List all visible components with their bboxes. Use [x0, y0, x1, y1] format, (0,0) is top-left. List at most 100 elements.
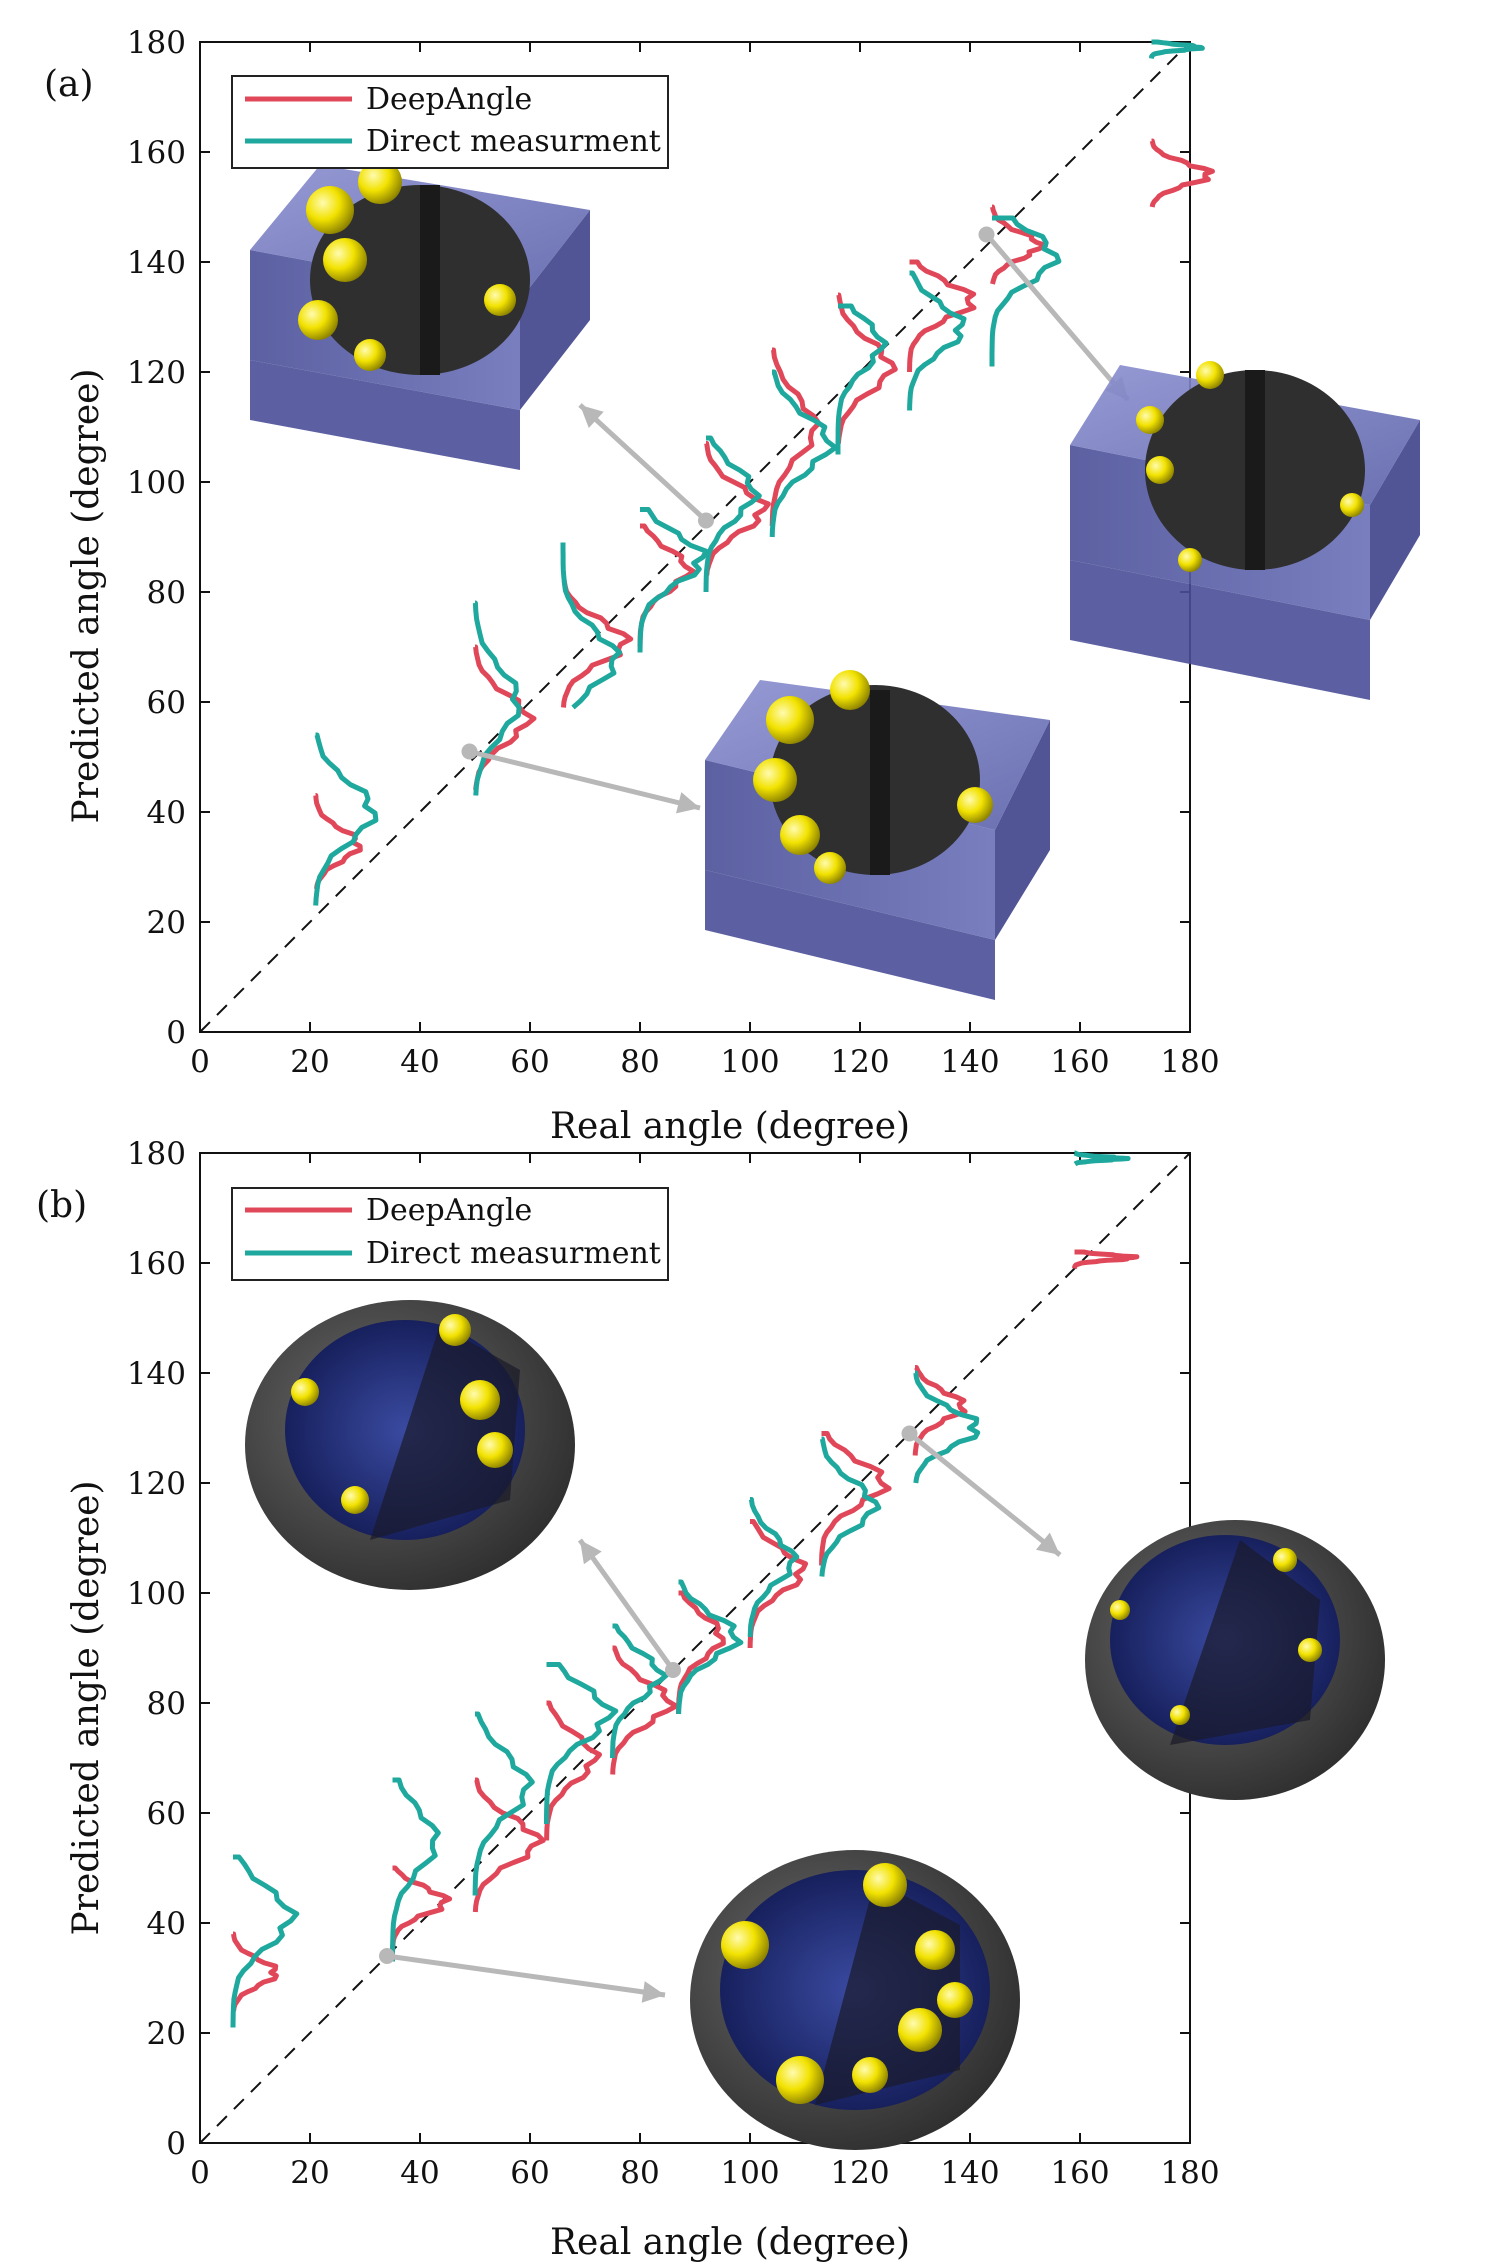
direct-distribution: [769, 369, 839, 538]
y-tick-label: 60: [147, 1796, 186, 1832]
y-tick-label: 120: [127, 1466, 186, 1502]
direct-distribution: [313, 732, 379, 906]
deepangle-distribution: [1072, 1249, 1140, 1271]
x-axis-label-a: Real angle (degree): [550, 1106, 910, 1147]
callout-arrowhead: [1036, 1532, 1060, 1555]
reference-line: [199, 1152, 1191, 2144]
direct-distribution: [913, 1370, 981, 1484]
data-marker: [665, 1662, 681, 1678]
render-shell-right: [1085, 1520, 1385, 1800]
x-tick-label: 180: [1160, 1044, 1219, 1080]
y-tick-label: 80: [147, 1686, 186, 1722]
direct-distribution: [472, 600, 522, 796]
direct-distribution: [230, 1854, 300, 2028]
callout-arrowhead: [580, 1540, 602, 1565]
x-tick-label: 100: [720, 2155, 779, 2191]
y-tick-label: 20: [147, 905, 186, 941]
y-tick-label: 40: [147, 1906, 186, 1942]
x-tick-label: 40: [400, 1044, 439, 1080]
panel-label-a: (a): [44, 64, 94, 105]
panel-b: 0 20 40 60 80 100 120 140 160 180 0 20 40 60 80 100 120 1…: [36, 1136, 1385, 2263]
plot-layer: 0 20 40 60 80 100 120 140 160 180 0 20 40 60 80 100 120 1…: [127, 25, 1220, 1080]
x-tick-label: 80: [620, 1044, 659, 1080]
panel-a: 0 20 40 60 80 100 120 140 160 180 0 20 40 60 80 100 120 1…: [44, 25, 1420, 1147]
reference-line: [199, 41, 1191, 1033]
legend-label-direct: Direct measurment: [366, 1236, 661, 1271]
callout-arrowhead: [580, 405, 604, 428]
render-shell-bottom: [690, 1850, 1020, 2150]
x-tick-label: 60: [510, 2155, 549, 2191]
x-tick-label: 140: [940, 1044, 999, 1080]
callout-arrowhead: [676, 792, 700, 814]
data-marker: [978, 226, 995, 243]
y-tick-label: 120: [127, 355, 186, 391]
y-tick-label: 20: [147, 2016, 186, 2052]
data-marker: [461, 743, 478, 760]
direct-distribution: [1149, 39, 1205, 61]
y-tick-label: 180: [127, 1136, 186, 1172]
callout-arrowhead: [641, 1981, 665, 2003]
direct-distribution: [819, 1436, 882, 1577]
y-tick-label: 160: [127, 135, 186, 171]
direct-distribution: [676, 1579, 744, 1715]
x-axis-label-b: Real angle (degree): [550, 2222, 910, 2263]
callout-arrow: [907, 1431, 1062, 1557]
direct-distribution: [1072, 1150, 1131, 1167]
plot-layer: 0 20 40 60 80 100 120 140 160 180 0 20 40 60 80 100 120 1…: [127, 1136, 1220, 2191]
y-tick-label: 140: [127, 245, 186, 281]
y-tick-label: 40: [147, 795, 186, 831]
x-tick-label: 100: [720, 1044, 779, 1080]
data-marker: [901, 1425, 918, 1442]
y-tick-label: 180: [127, 25, 186, 61]
x-tick-label: 0: [190, 2155, 210, 2191]
y-tick-label: 0: [166, 1015, 186, 1051]
legend-a: DeepAngle Direct measurment: [231, 75, 669, 169]
x-tick-label: 120: [830, 1044, 889, 1080]
legend-label-deepangle: DeepAngle: [366, 1193, 532, 1228]
legend-b: DeepAngle Direct measurment: [231, 1187, 669, 1281]
x-tick-label: 0: [190, 1044, 210, 1080]
x-tick-label: 20: [290, 2155, 329, 2191]
panel-label-b: (b): [36, 1185, 87, 1226]
x-tick-label: 160: [1050, 1044, 1109, 1080]
x-tick-label: 160: [1050, 2155, 1109, 2191]
render-cube-top-left: [250, 160, 590, 470]
y-tick-label: 160: [127, 1246, 186, 1282]
x-tick-label: 140: [940, 2155, 999, 2191]
direct-distribution: [610, 1623, 669, 1759]
callout-arrow: [386, 1953, 666, 1998]
callout-arrow: [578, 403, 708, 523]
deepangle-distribution: [472, 1777, 546, 1913]
data-marker: [379, 1948, 395, 1964]
direct-distribution: [560, 542, 623, 710]
x-tick-label: 180: [1160, 2155, 1219, 2191]
direct-distribution: [907, 270, 967, 411]
direct-distribution: [544, 1662, 619, 1824]
deepangle-distribution: [561, 578, 634, 708]
deepangle-distribution: [473, 644, 537, 791]
deepangle-distribution: [610, 1645, 679, 1775]
x-tick-label: 120: [830, 2155, 889, 2191]
y-tick-label: 100: [127, 465, 186, 501]
render-cube-right: [1070, 361, 1420, 700]
render-cube-bottom: [705, 670, 1050, 1000]
direct-distribution: [637, 507, 709, 653]
deepangle-distribution: [1149, 138, 1215, 208]
deepangle-distribution: [835, 292, 898, 444]
deepangle-distribution: [704, 441, 771, 576]
deepangle-distribution: [769, 347, 822, 527]
legend-label-direct: Direct measurment: [366, 124, 661, 159]
direct-distribution: [472, 1711, 535, 1896]
x-tick-label: 80: [620, 2155, 659, 2191]
x-tick-label: 20: [290, 1044, 329, 1080]
y-tick-label: 60: [147, 685, 186, 721]
y-tick-label: 100: [127, 1576, 186, 1612]
y-axis-label-a: Predicted angle (degree): [66, 369, 107, 824]
data-marker: [698, 512, 714, 529]
callout-arrow: [577, 1538, 676, 1672]
deepangle-distribution: [231, 1931, 279, 2012]
x-tick-label: 40: [400, 2155, 439, 2191]
callout-arrow: [468, 749, 701, 811]
y-tick-label: 80: [147, 575, 186, 611]
